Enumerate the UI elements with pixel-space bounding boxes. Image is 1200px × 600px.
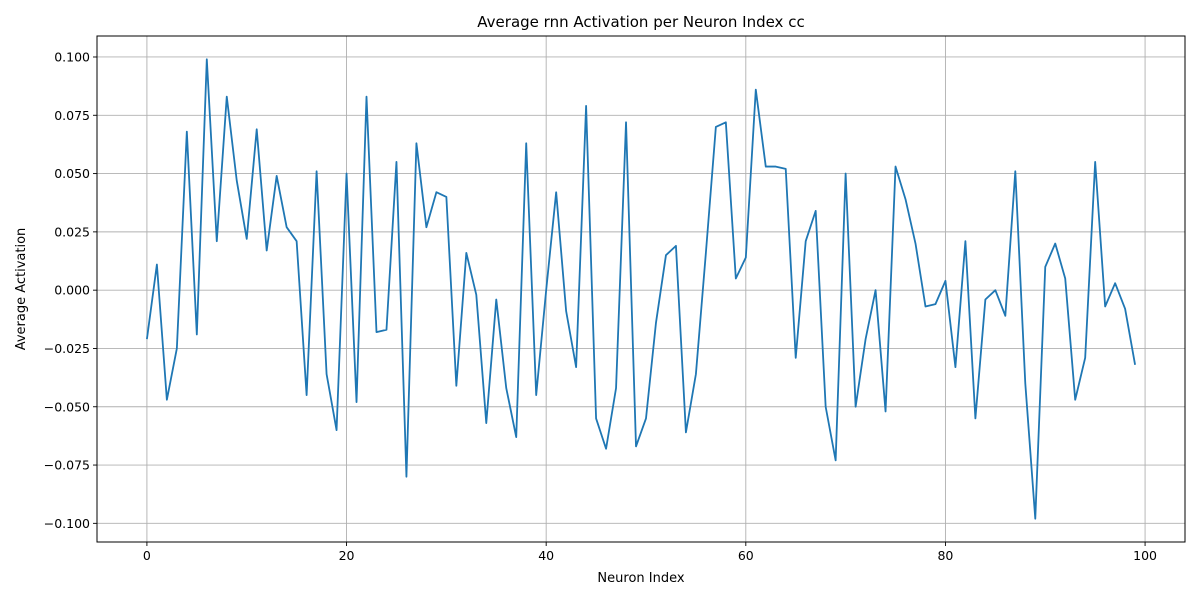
y-tick-label: 0.075 <box>54 108 90 123</box>
y-tick-label: 0.050 <box>54 166 90 181</box>
y-tick-label: −0.025 <box>44 341 90 356</box>
y-axis-ticks: −0.100 −0.075 −0.050 −0.025 0.000 0.025 0.050 0… <box>44 49 97 531</box>
x-axis-ticks: 0 20 40 60 80 100 <box>143 542 1157 563</box>
chart-title: Average rnn Activation per Neuron Index … <box>477 13 804 31</box>
x-tick-label: 80 <box>937 548 953 563</box>
x-tick-label: 60 <box>738 548 754 563</box>
y-axis-label: Average Activation <box>14 228 29 351</box>
series-line <box>146 58 1136 520</box>
y-tick-label: −0.100 <box>44 516 90 531</box>
y-tick-label: −0.075 <box>44 458 90 473</box>
x-tick-label: 0 <box>143 548 151 563</box>
y-tick-label: −0.050 <box>44 399 90 414</box>
y-tick-label: 0.100 <box>54 49 90 64</box>
grid <box>97 36 1185 542</box>
x-tick-label: 20 <box>339 548 355 563</box>
x-tick-label: 100 <box>1133 548 1157 563</box>
plot-frame <box>96 35 1186 543</box>
x-axis-label: Neuron Index <box>597 571 684 586</box>
y-tick-label: 0.025 <box>54 224 90 239</box>
series-layer <box>146 58 1136 520</box>
y-tick-label: 0.000 <box>54 283 90 298</box>
x-tick-label: 40 <box>538 548 554 563</box>
